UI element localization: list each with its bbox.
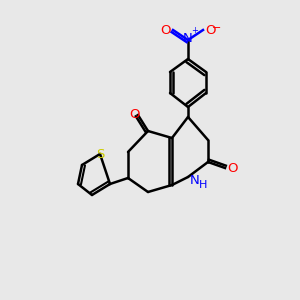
- Text: O: O: [160, 23, 171, 37]
- Text: S: S: [96, 148, 104, 161]
- Text: N: N: [190, 173, 200, 187]
- Text: N: N: [183, 32, 193, 46]
- Text: O: O: [227, 161, 238, 175]
- Text: O: O: [205, 23, 215, 37]
- Text: H: H: [199, 180, 207, 190]
- Text: −: −: [212, 23, 221, 33]
- Text: O: O: [129, 109, 139, 122]
- Text: +: +: [191, 26, 198, 35]
